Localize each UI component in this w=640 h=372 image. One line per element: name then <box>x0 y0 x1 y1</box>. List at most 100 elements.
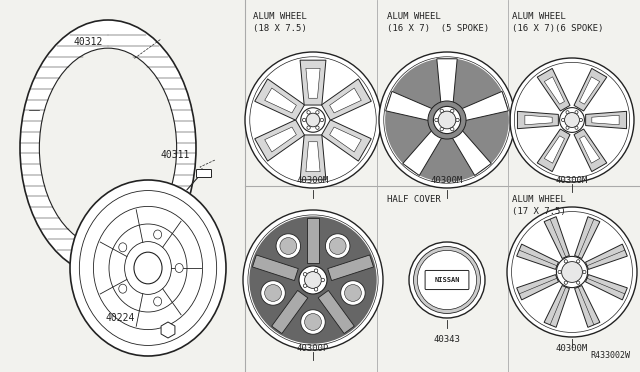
Polygon shape <box>516 275 559 300</box>
Circle shape <box>307 110 310 114</box>
Polygon shape <box>586 111 627 129</box>
Text: 40312: 40312 <box>74 37 102 47</box>
Text: HALF COVER: HALF COVER <box>387 195 441 204</box>
Polygon shape <box>252 255 298 280</box>
Circle shape <box>562 262 582 282</box>
Circle shape <box>435 118 438 122</box>
Circle shape <box>320 118 324 122</box>
Circle shape <box>566 126 569 129</box>
Circle shape <box>438 111 456 129</box>
Polygon shape <box>525 115 552 125</box>
Ellipse shape <box>119 243 127 252</box>
Circle shape <box>303 272 307 276</box>
Circle shape <box>243 210 383 350</box>
Circle shape <box>303 284 307 288</box>
Circle shape <box>507 207 637 337</box>
Circle shape <box>433 106 461 134</box>
Polygon shape <box>586 244 627 269</box>
Ellipse shape <box>40 48 177 248</box>
Circle shape <box>451 109 454 113</box>
Text: 40343: 40343 <box>433 335 460 344</box>
Polygon shape <box>255 120 305 161</box>
Circle shape <box>428 101 466 139</box>
Polygon shape <box>328 255 374 280</box>
Polygon shape <box>318 291 355 334</box>
Circle shape <box>265 285 282 301</box>
FancyBboxPatch shape <box>425 270 469 289</box>
Polygon shape <box>537 129 570 171</box>
Circle shape <box>409 242 485 318</box>
Circle shape <box>280 238 297 254</box>
Circle shape <box>305 314 321 330</box>
Polygon shape <box>321 120 371 161</box>
Polygon shape <box>403 130 442 176</box>
Text: 40300M: 40300M <box>297 176 329 185</box>
Circle shape <box>245 52 381 188</box>
Polygon shape <box>386 92 433 121</box>
Polygon shape <box>300 60 326 105</box>
Circle shape <box>417 250 477 310</box>
Circle shape <box>583 270 586 274</box>
Polygon shape <box>307 218 319 263</box>
Polygon shape <box>321 79 371 120</box>
Ellipse shape <box>134 252 162 284</box>
Circle shape <box>321 278 324 282</box>
Ellipse shape <box>154 297 162 306</box>
Polygon shape <box>544 286 570 327</box>
Ellipse shape <box>175 263 183 273</box>
Polygon shape <box>265 127 296 152</box>
Circle shape <box>314 288 318 291</box>
Polygon shape <box>255 79 305 120</box>
Circle shape <box>344 285 362 301</box>
Polygon shape <box>574 68 607 111</box>
Circle shape <box>579 118 582 122</box>
Circle shape <box>556 256 588 288</box>
Polygon shape <box>306 68 320 98</box>
Circle shape <box>306 113 320 127</box>
Polygon shape <box>544 77 564 104</box>
Circle shape <box>575 126 578 129</box>
Polygon shape <box>265 88 296 113</box>
Circle shape <box>577 281 580 284</box>
Polygon shape <box>452 130 492 176</box>
Polygon shape <box>544 136 564 163</box>
Polygon shape <box>592 115 619 125</box>
Circle shape <box>440 109 444 113</box>
Circle shape <box>299 266 327 294</box>
Circle shape <box>316 126 319 129</box>
Circle shape <box>301 108 325 132</box>
Polygon shape <box>437 59 457 103</box>
Circle shape <box>510 58 634 182</box>
Circle shape <box>261 281 285 305</box>
Ellipse shape <box>119 284 127 293</box>
Polygon shape <box>516 244 559 269</box>
Circle shape <box>330 238 346 254</box>
Circle shape <box>316 110 319 114</box>
Polygon shape <box>579 136 600 163</box>
Polygon shape <box>272 291 308 334</box>
Circle shape <box>577 260 580 263</box>
Text: 40300P: 40300P <box>297 344 329 353</box>
Circle shape <box>305 272 321 288</box>
Polygon shape <box>161 322 175 338</box>
Circle shape <box>451 128 454 131</box>
Text: NISSAN: NISSAN <box>435 277 460 283</box>
Polygon shape <box>461 92 508 121</box>
Circle shape <box>314 269 318 272</box>
Circle shape <box>325 234 350 258</box>
FancyBboxPatch shape <box>196 170 211 177</box>
Text: 40224: 40224 <box>106 313 134 323</box>
Ellipse shape <box>154 230 162 239</box>
Text: (16 X 7)(6 SPOKE): (16 X 7)(6 SPOKE) <box>512 24 604 33</box>
Text: 40311: 40311 <box>160 150 189 160</box>
Circle shape <box>564 281 568 284</box>
Polygon shape <box>330 127 362 152</box>
Polygon shape <box>575 217 600 259</box>
Text: ALUM WHEEL: ALUM WHEEL <box>253 12 307 21</box>
Circle shape <box>385 58 509 182</box>
Circle shape <box>307 126 310 129</box>
Circle shape <box>456 118 460 122</box>
Circle shape <box>566 110 569 114</box>
Polygon shape <box>586 275 627 300</box>
Text: (18 X 7.5): (18 X 7.5) <box>253 24 307 33</box>
